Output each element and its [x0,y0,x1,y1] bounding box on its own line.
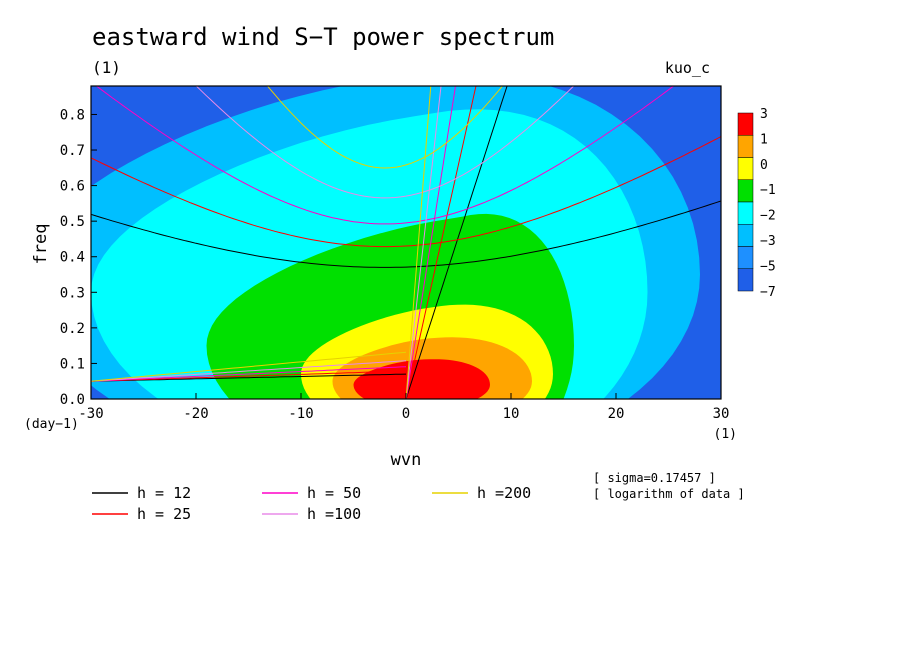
colorbar-swatch [737,112,754,136]
dispersion-curves [91,86,721,399]
x-tick-label: 0 [402,406,410,422]
gravity-curve-4 [195,86,575,199]
colorbar-swatch [737,246,754,269]
legend-label: h = 25 [137,505,191,523]
gravity-curve-2 [91,136,721,248]
y-tick-label: 0.7 [60,143,85,159]
title-unit-label: (1) [92,58,121,77]
legend-label: h =200 [477,484,531,502]
logarithm-note: [ logarithm of data ] [593,487,745,501]
y-tick-label: 0.4 [60,250,85,266]
mrg-curve-3 [91,366,407,382]
y-axis-unit: (day−1) [24,417,79,432]
gravity-curve-1 [91,200,721,268]
gravity-curve-5 [266,86,504,169]
y-tick-label: 0.8 [60,107,85,123]
legend: h = 12 h = 25 h = 50 h =100 h =200 [92,484,531,523]
colorbar-label: −3 [760,234,776,249]
y-tick-label: 0.2 [60,321,85,337]
colorbar-label: 0 [760,158,768,173]
kelvin-curve-1 [405,86,508,399]
x-tick-label: -10 [288,406,313,422]
mrg-curve-4 [91,360,407,382]
mrg-curve-2 [91,370,407,382]
chart-title: eastward wind S−T power spectrum [92,23,554,51]
x-tick-label: 10 [503,406,520,422]
kelvin-curve-2 [405,86,477,399]
x-tick-label: -30 [78,406,103,422]
y-tick-label: 0.1 [60,356,85,372]
x-axis-ticks: -30 -20 -10 0 10 20 30 [78,393,729,422]
sigma-note: [ sigma=0.17457 ] [593,471,716,485]
colorbar-swatch [737,179,754,203]
legend-label: h = 50 [307,484,361,502]
y-tick-label: 0.5 [60,214,85,230]
y-axis-label: freq [31,224,51,265]
colorbar-label: 1 [760,132,768,147]
y-tick-label: 0.0 [60,392,85,408]
x-tick-label: -20 [183,406,208,422]
colorbar-label: −1 [760,183,776,198]
contour-fill-1 [353,359,490,399]
mrg-curve-5 [91,351,407,382]
colorbar-label: −5 [760,259,776,274]
colorbar-label: 3 [760,107,768,122]
legend-label: h = 12 [137,484,191,502]
case-name-label: kuo_c [665,59,710,77]
legend-label: h =100 [307,505,361,523]
x-tick-label: 20 [608,406,625,422]
plot-area [91,86,721,399]
colorbar-swatch [737,201,754,225]
x-axis-unit: (1) [714,427,737,442]
contour-fills [91,86,700,399]
y-tick-label: 0.3 [60,285,85,301]
colorbar-label: −7 [760,285,776,300]
colorbar-swatch [737,224,754,247]
gravity-curve-3 [95,86,675,225]
colorbar-swatch [737,157,754,180]
colorbar-label: −2 [760,209,776,224]
colorbar-swatch [737,135,754,158]
x-tick-label: 30 [713,406,730,422]
colorbar: 3 1 0 −1 −2 −3 −5 −7 [737,107,776,300]
y-tick-label: 0.6 [60,179,85,195]
y-axis-ticks: 0.0 0.1 0.2 0.3 0.4 0.5 0.6 0.7 0.8 [60,107,97,408]
x-axis-label: wvn [391,450,422,470]
colorbar-swatch [737,268,754,292]
